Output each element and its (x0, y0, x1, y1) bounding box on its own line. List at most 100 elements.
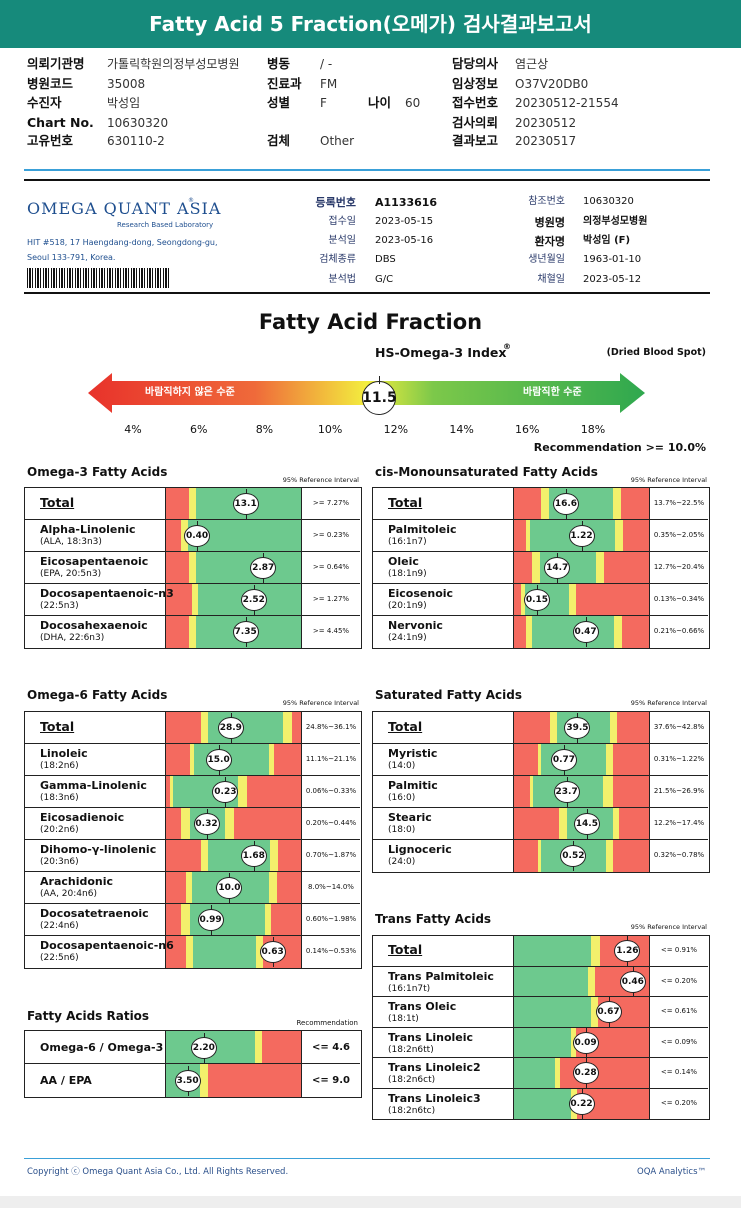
info-value: 20230512 (515, 116, 577, 130)
info-value: 35008 (107, 77, 146, 91)
value-marker: 2.52 (240, 585, 267, 615)
range-zone (271, 904, 302, 936)
divider (24, 169, 710, 171)
row-line (373, 1057, 708, 1058)
ratio-name: AA / EPA (40, 1074, 92, 1087)
range-zone (590, 997, 599, 1028)
col-line (649, 488, 650, 648)
section-title: Fatty Acid Fraction (258, 310, 483, 334)
range-zone (268, 872, 278, 904)
range-zone (190, 744, 195, 776)
info-label: 병원코드 (27, 76, 74, 91)
footer-line (24, 1158, 710, 1159)
range-zone (166, 584, 193, 616)
range-zone (274, 744, 302, 776)
row-sub: (16:1n7t) (388, 983, 431, 994)
row-name: Alpha-Linolenic (40, 523, 136, 536)
panel-ref-header: 95% Reference Interval (282, 476, 359, 484)
col-line (301, 488, 302, 648)
row-line (373, 839, 708, 840)
row-name: Docosapentaenoic-n6 (40, 939, 174, 952)
range-zone (186, 872, 193, 904)
row-name: Trans Linoleic3 (388, 1091, 481, 1105)
row-line (373, 519, 708, 520)
range-zone (201, 840, 209, 872)
range-zone (514, 808, 560, 840)
row-name: Gamma-Linolenic (40, 779, 147, 792)
panel-table: Total 16.6 13.7%~22.5% Palmitoleic (16:1n7) 1… (372, 487, 710, 649)
info-value: 염근상 (515, 57, 549, 71)
range-zone (166, 904, 182, 936)
range-zone (615, 520, 624, 552)
range-zone (247, 776, 302, 808)
row-line (25, 519, 360, 520)
panel-ref-header: 95% Reference Interval (282, 699, 359, 707)
row-line (25, 775, 360, 776)
range-zone (520, 584, 526, 616)
panel-table: Total 28.9 24.8%~36.1% Linoleic (18:2n6) 15.0… (24, 711, 362, 969)
row-name: Oleic (388, 555, 419, 568)
panel-title: cis-Monounsaturated Fatty Acids (375, 465, 598, 479)
lab-label: 분석일 (328, 235, 356, 246)
row-sub: (16:0) (388, 793, 416, 803)
col-line (513, 712, 514, 872)
row-sub: (18:2n6tt) (388, 1044, 434, 1055)
index-title: HS-Omega-3 Index (375, 345, 507, 360)
value-marker: 0.09 (572, 1027, 599, 1058)
row-sub: (DHA, 22:6n3) (40, 633, 105, 643)
row-line (373, 551, 708, 552)
row-line (373, 1026, 708, 1028)
row-reference: 0.06%~0.33% (305, 787, 357, 795)
range-zone (612, 488, 622, 520)
lab-value: 2023-05-12 (583, 274, 642, 285)
lab-logo: OMEGA QUANT ASIA (27, 199, 222, 218)
lab-address: Seoul 133-791, Korea. (27, 253, 116, 262)
row-sub: (14:0) (388, 761, 416, 771)
range-zone (514, 744, 539, 776)
row-line (373, 965, 708, 967)
value-marker: 2.87 (250, 553, 277, 583)
range-zone (188, 552, 197, 584)
range-zone (166, 776, 171, 808)
row-reference: >= 4.45% (312, 627, 350, 635)
row-sub: (18:1n9) (388, 569, 427, 579)
range-zone (514, 1058, 555, 1089)
range-zone (616, 712, 650, 744)
value-marker: 0.22 (568, 1088, 595, 1119)
brand: OQA Analytics™ (637, 1167, 706, 1177)
row-name: Lignoceric (388, 843, 452, 856)
row-reference: 0.21%~0.66% (653, 627, 705, 635)
lab-label: 채혈일 (537, 274, 565, 285)
value-marker: 28.9 (217, 713, 244, 743)
lab-label: 생년월일 (528, 254, 565, 265)
info-label: 결과보고 (452, 133, 499, 148)
range-zone (170, 776, 174, 808)
row-line (25, 743, 360, 744)
recommendation: Recommendation >= 10.0% (533, 441, 706, 454)
lab-rule (24, 292, 710, 294)
row-reference: <= 0.14% (660, 1068, 698, 1077)
value-marker: 7.35 (232, 617, 259, 647)
barcode (27, 268, 170, 288)
lab-label: 접수일 (328, 216, 356, 227)
row-sub: (20:3n6) (40, 857, 79, 867)
range-zone (188, 616, 197, 648)
range-zone (268, 744, 275, 776)
range-zone (612, 808, 620, 840)
row-name: Myristic (388, 747, 438, 760)
range-zone (612, 744, 650, 776)
row-name: Palmitic (388, 779, 438, 792)
row-reference: 8.0%~14.0% (308, 883, 354, 891)
row-reference: <= 0.20% (660, 1098, 698, 1107)
info-value: Other (320, 134, 355, 148)
info-label: 검체 (267, 133, 291, 148)
range-zone (166, 488, 190, 520)
range-zone (538, 744, 542, 776)
range-zone (255, 1031, 263, 1064)
info-label: 수진자 (27, 95, 62, 110)
lab-label: 병원명 (534, 216, 565, 229)
row-reference: >= 7.27% (312, 499, 350, 507)
info-label: 성별 (267, 95, 291, 110)
lab-value: G/C (375, 274, 394, 285)
value-marker: 10.0 (216, 873, 243, 903)
